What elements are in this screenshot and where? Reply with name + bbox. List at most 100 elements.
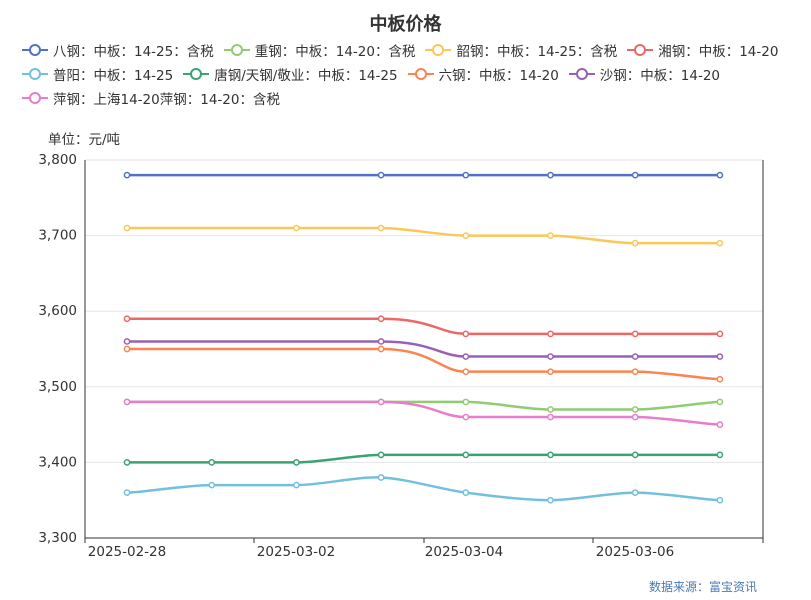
y-tick-label: 3,700 (38, 228, 77, 244)
data-point (377, 224, 385, 232)
legend-label: 重钢：中板：14-20：含税 (254, 44, 416, 60)
data-point (208, 459, 216, 466)
legend-swatch-icon (183, 67, 210, 81)
legend-swatch-icon (425, 43, 452, 57)
data-point (631, 171, 639, 179)
data-point (377, 345, 385, 353)
data-point (293, 224, 300, 232)
data-point (631, 406, 639, 413)
legend-label: 湘钢：中板：14-20 (658, 44, 779, 60)
data-point (631, 368, 639, 376)
legend-row: 普阳：中板：14-25 唐钢/天钢/敬业：中板：14-25 六钢：中板：14-2… (22, 62, 811, 86)
legend-label: 唐钢/天钢/敬业：中板：14-25 (214, 68, 398, 84)
data-point (547, 406, 554, 413)
data-point (462, 398, 470, 406)
data-point (547, 330, 554, 338)
y-tick-label: 3,800 (38, 152, 77, 168)
legend-item-pinggang[interactable]: 萍钢：上海14-20萍钢：14-20：含税 (22, 88, 280, 108)
data-point (208, 481, 216, 489)
x-tick-label: 2025-03-04 (425, 544, 503, 560)
data-point (123, 398, 131, 406)
data-point (716, 239, 724, 247)
data-point (716, 171, 724, 179)
data-source-label: 数据来源：富宝资讯 (648, 580, 757, 594)
data-point (462, 353, 470, 360)
data-point (716, 451, 724, 459)
data-point (716, 421, 724, 428)
legend-swatch-icon (627, 43, 654, 57)
y-tick-label: 3,500 (38, 379, 77, 395)
data-point (462, 171, 470, 179)
data-point (462, 330, 470, 338)
legend-item-liugang[interactable]: 六钢：中板：14-20 (407, 64, 559, 84)
legend: 八钢：中板：14-25：含税 重钢：中板：14-20：含税 韶钢：中板：14-2… (22, 38, 811, 110)
data-point (716, 375, 724, 383)
y-tick-label: 3,300 (38, 530, 77, 546)
legend-swatch-icon (407, 67, 434, 81)
legend-row: 萍钢：上海14-20萍钢：14-20：含税 (22, 86, 811, 110)
data-point (377, 474, 385, 481)
y-tick-label: 3,400 (38, 454, 77, 470)
legend-item-shagang[interactable]: 沙钢：中板：14-20 (568, 64, 721, 84)
legend-label: 普阳：中板：14-25 (53, 68, 174, 84)
series-line (127, 453, 720, 464)
legend-item-zhonggang[interactable]: 重钢：中板：14-20：含税 (223, 40, 416, 60)
legend-label: 韶钢：中板：14-25：含税 (456, 44, 618, 60)
data-point (547, 353, 554, 360)
data-point (123, 459, 131, 466)
data-point (631, 489, 639, 496)
legend-label: 六钢：中板：14-20 (438, 68, 559, 84)
legend-label: 萍钢：上海14-20萍钢：14-20：含税 (53, 92, 280, 108)
data-point (631, 451, 639, 459)
x-tick-label: 2025-03-06 (596, 544, 674, 560)
data-point (377, 315, 385, 323)
y-axis-unit-label: 单位：元/吨 (48, 132, 121, 148)
legend-item-tanggang[interactable]: 唐钢/天钢/敬业：中板：14-25 (183, 64, 398, 84)
data-point (293, 459, 300, 466)
data-point (123, 338, 131, 345)
data-point (377, 451, 385, 459)
y-tick-label: 3,600 (38, 303, 77, 319)
data-point (123, 224, 131, 232)
data-point (462, 451, 470, 459)
data-point (462, 232, 470, 239)
x-tick-label: 2025-02-28 (88, 544, 166, 560)
data-point (123, 315, 131, 323)
legend-row: 八钢：中板：14-25：含税 重钢：中板：14-20：含税 韶钢：中板：14-2… (22, 38, 811, 62)
data-point (377, 171, 385, 179)
data-point (377, 338, 385, 345)
series-line (127, 317, 720, 336)
legend-swatch-icon (568, 67, 595, 81)
data-point (631, 330, 639, 338)
data-point (631, 353, 639, 360)
data-point (547, 496, 554, 504)
legend-item-bagang[interactable]: 八钢：中板：14-25：含税 (22, 40, 214, 60)
data-point (631, 239, 639, 247)
legend-label: 沙钢：中板：14-20 (599, 68, 721, 84)
data-point (377, 398, 385, 406)
data-point (716, 398, 724, 406)
x-tick-label: 2025-03-02 (257, 544, 335, 560)
legend-swatch-icon (22, 43, 48, 57)
data-point (716, 353, 724, 360)
data-point (547, 171, 554, 179)
data-point (631, 413, 639, 421)
data-point (462, 489, 470, 496)
chart-title: 中板价格 (369, 14, 442, 35)
data-point (547, 232, 554, 239)
data-point (547, 451, 554, 459)
legend-swatch-icon (22, 91, 48, 105)
legend-swatch-icon (223, 43, 250, 57)
legend-label: 八钢：中板：14-25：含税 (53, 44, 214, 60)
series-line (126, 476, 720, 502)
data-point (547, 368, 554, 376)
data-point (293, 481, 300, 489)
data-point (462, 413, 470, 421)
legend-item-shaogang[interactable]: 韶钢：中板：14-25：含税 (425, 40, 617, 60)
data-point (123, 345, 131, 353)
legend-item-xianggang[interactable]: 湘钢：中板：14-20 (627, 40, 778, 60)
legend-item-puyang[interactable]: 普阳：中板：14-25 (22, 64, 173, 84)
data-point (716, 496, 724, 504)
legend-swatch-icon (22, 67, 48, 81)
